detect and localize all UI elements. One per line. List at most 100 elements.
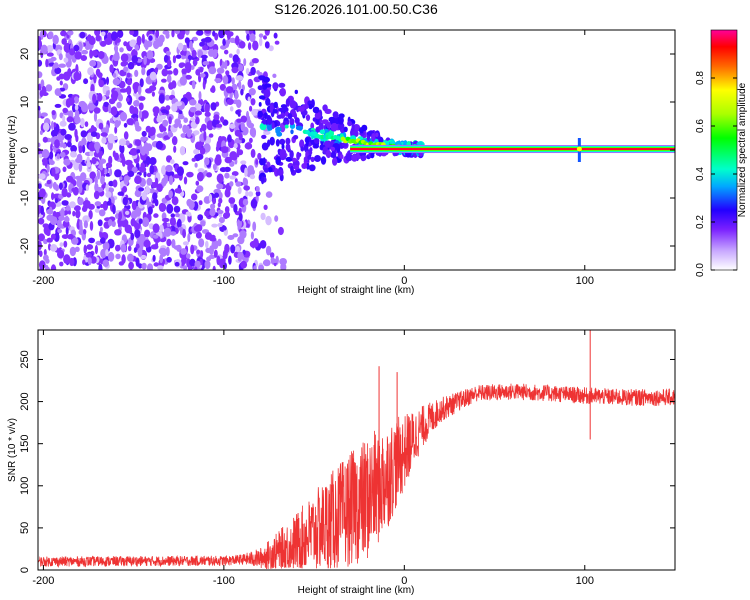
noise-cell [177, 115, 185, 120]
noise-cell [212, 49, 218, 54]
noise-cell [57, 229, 63, 234]
transition-cell [371, 133, 376, 142]
noise-cell [89, 221, 94, 231]
transition-cell [351, 154, 358, 162]
noise-cell [141, 146, 147, 155]
noise-cell [195, 231, 202, 239]
noise-cell [258, 264, 265, 270]
noise-cell [234, 89, 239, 100]
noise-cell [191, 36, 198, 42]
noise-cell [129, 148, 138, 156]
noise-cell [108, 155, 113, 165]
noise-cell [45, 84, 53, 92]
noise-cell [152, 254, 156, 262]
noise-cell [110, 106, 118, 116]
noise-cell [143, 239, 151, 248]
noise-cell [249, 105, 253, 112]
noise-cell [176, 166, 184, 177]
noise-cell [225, 86, 234, 94]
noise-cell [144, 229, 151, 238]
noise-cell [137, 247, 143, 257]
transition-cell [326, 121, 331, 129]
noise-cell [236, 99, 242, 108]
noise-cell [225, 70, 230, 76]
noise-cell [233, 143, 238, 149]
noise-cell [224, 156, 232, 164]
noise-cell [42, 223, 50, 229]
noise-cell [181, 255, 187, 265]
noise-cell [80, 117, 85, 128]
noise-cell [181, 68, 188, 75]
transition-cell [289, 100, 297, 109]
noise-cell [184, 62, 192, 70]
noise-cell [249, 137, 253, 144]
colorbar: 0.0 0.2 0.4 0.6 0.8 Normalized spectral ampl… [695, 29, 748, 277]
noise-cell [141, 130, 147, 137]
transition-cell [261, 134, 267, 139]
noise-cell [165, 246, 170, 257]
noise-cell [199, 41, 205, 47]
noise-cell [83, 78, 89, 85]
noise-cell [108, 180, 114, 187]
snr-y-tick-label: 50 [19, 522, 31, 534]
noise-cell [108, 103, 112, 114]
noise-cell [85, 252, 93, 258]
noise-cell [210, 203, 216, 210]
noise-cell [39, 130, 43, 136]
noise-cell [145, 156, 151, 166]
noise-cell [61, 200, 69, 206]
noise-cell [229, 181, 234, 187]
noise-cell [201, 221, 206, 227]
noise-cell [63, 240, 68, 248]
transition-cell [294, 89, 298, 95]
noise-cell [222, 75, 229, 85]
noise-cell [46, 179, 52, 185]
noise-cell [159, 254, 164, 264]
noise-cell [78, 162, 83, 172]
noise-cell [117, 191, 124, 196]
noise-cell [168, 175, 174, 186]
noise-cell [172, 55, 177, 61]
noise-cell [134, 175, 142, 185]
noise-cell [165, 171, 173, 176]
noise-cell [101, 137, 107, 144]
noise-cell [236, 219, 242, 229]
noise-cell [194, 162, 198, 168]
noise-cell [40, 205, 44, 215]
noise-cell [228, 53, 233, 58]
noise-cell [38, 83, 42, 92]
noise-cell [165, 164, 173, 173]
snr-x-tick-label: 0 [401, 575, 407, 587]
noise-cell [106, 76, 109, 85]
noise-cell [107, 133, 115, 144]
noise-cell [51, 192, 55, 201]
noise-cell [174, 213, 180, 218]
noise-cell [156, 63, 163, 70]
snr-ticks: -200 -100 0 100 0 50 100 150 200 250 [19, 330, 675, 587]
transition-cell [350, 135, 357, 141]
noise-cell [78, 145, 83, 154]
snr-spikes [378, 330, 591, 486]
transition-cell [262, 76, 270, 83]
noise-cell [213, 114, 220, 121]
transition-cell [330, 146, 336, 151]
noise-cell [231, 66, 239, 74]
noise-cell [201, 54, 208, 60]
noise-cell [227, 134, 232, 144]
noise-cell [148, 35, 153, 41]
noise-cell [42, 136, 48, 143]
noise-cell [112, 204, 116, 215]
noise-cell [218, 217, 225, 224]
noise-cell [112, 53, 120, 62]
noise-cell [220, 146, 229, 154]
transition-cell [279, 87, 287, 97]
transition-cell [275, 156, 282, 166]
noise-cell [59, 80, 63, 86]
noise-cell [197, 171, 204, 182]
noise-cell [46, 214, 54, 221]
transition-cell [322, 104, 328, 112]
noise-cell [240, 160, 247, 165]
noise-cell [143, 55, 147, 65]
noise-cell [138, 187, 145, 192]
